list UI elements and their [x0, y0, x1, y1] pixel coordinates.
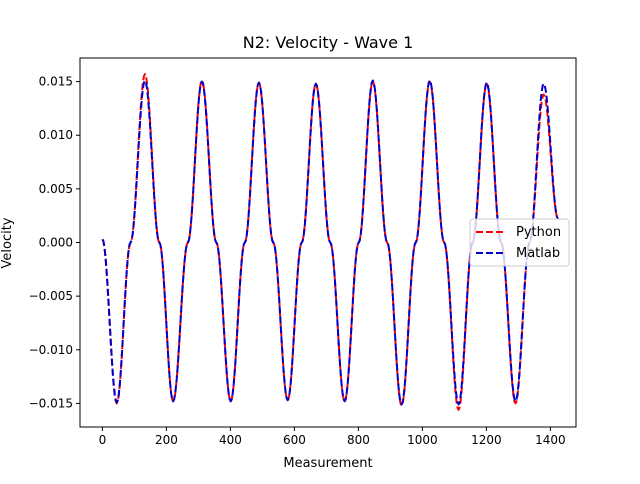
- y-tick-label: 0.010: [39, 128, 73, 142]
- legend: Python Matlab: [469, 218, 570, 267]
- chart-title: N2: Velocity - Wave 1: [243, 33, 414, 52]
- series-line-matlab: [101, 79, 559, 406]
- y-tick-label: −0.010: [29, 343, 73, 357]
- y-tick-label: 0.015: [39, 75, 73, 89]
- y-tick-label: 0.005: [39, 182, 73, 196]
- legend-box: [469, 218, 570, 267]
- x-tick-label: 600: [283, 433, 306, 447]
- y-tick-label: −0.015: [29, 396, 73, 410]
- x-tick-label: 800: [347, 433, 370, 447]
- legend-label-python: Python: [516, 225, 561, 240]
- x-tick-label: 1000: [407, 433, 438, 447]
- x-axis-label: Measurement: [283, 456, 372, 471]
- legend-label-matlab: Matlab: [516, 246, 560, 261]
- x-tick-label: 1400: [535, 433, 566, 447]
- y-axis-label: Velocity: [0, 217, 15, 268]
- series-layer: [101, 73, 559, 411]
- plot-frame: [79, 57, 577, 428]
- x-tick-label: 400: [219, 433, 242, 447]
- x-tick-label: 0: [99, 433, 107, 447]
- tick-layer: 0 200 400 600 800 1000 1200 1400 −0.015 −0.010 −0.…: [29, 75, 566, 447]
- x-tick-label: 1200: [471, 433, 502, 447]
- y-tick-label: −0.005: [29, 289, 73, 303]
- y-tick-label: 0.000: [39, 236, 73, 250]
- x-tick-label: 200: [155, 433, 178, 447]
